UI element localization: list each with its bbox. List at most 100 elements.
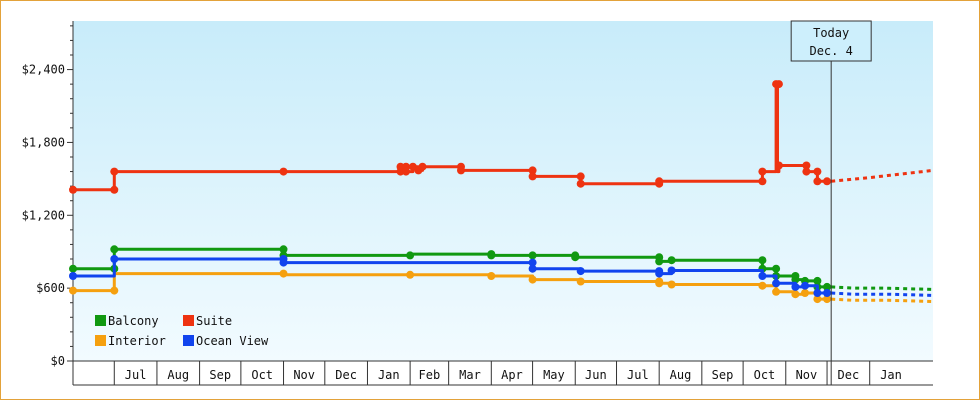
data-point-ocean-view — [823, 289, 831, 297]
series-forecast-suite — [831, 168, 934, 183]
data-point-suite — [396, 162, 405, 171]
series-forecast-ocean-view — [831, 291, 934, 297]
x-tick-label: Jun — [585, 368, 607, 382]
data-point-interior — [655, 279, 664, 288]
data-point-ocean-view — [667, 266, 676, 275]
data-point-suite — [576, 179, 585, 188]
data-point-ocean-view — [576, 267, 585, 276]
data-point-balcony — [823, 282, 831, 291]
data-point-suite — [758, 167, 767, 176]
y-tick-label: $1,200 — [22, 208, 65, 222]
x-tick-label: Oct — [251, 368, 273, 382]
x-tick-label: Jul — [627, 368, 649, 382]
data-point-suite — [758, 177, 767, 186]
y-tick-label: $1,800 — [22, 135, 65, 149]
x-tick-label: Feb — [419, 368, 441, 382]
data-point-ocean-view — [758, 272, 767, 280]
x-tick-label: Jan — [378, 368, 400, 382]
x-tick-label: Nov — [796, 368, 818, 382]
data-point-suite — [69, 185, 77, 194]
data-point-suite — [279, 167, 288, 176]
data-point-interior — [813, 295, 822, 304]
series-lines — [69, 80, 934, 304]
data-point-interior — [772, 287, 781, 296]
data-point-suite — [813, 167, 822, 176]
data-point-balcony — [772, 264, 781, 273]
data-point-interior — [487, 272, 496, 280]
data-point-balcony — [528, 251, 537, 260]
legend-swatch — [95, 335, 106, 346]
data-point-ocean-view — [813, 289, 822, 297]
data-point-interior — [576, 277, 585, 286]
data-point-ocean-view — [772, 279, 781, 288]
data-point-balcony — [758, 256, 767, 265]
data-point-ocean-view — [528, 258, 537, 267]
x-tick-label: May — [543, 368, 565, 382]
data-point-suite — [576, 172, 585, 181]
data-point-balcony — [791, 275, 800, 284]
data-point-suite — [802, 161, 811, 170]
today-marker: Today Dec. 4 — [790, 20, 872, 385]
data-point-ocean-view — [69, 272, 77, 280]
data-point-interior — [110, 286, 119, 295]
legend-swatch — [183, 315, 194, 326]
data-point-interior — [823, 295, 831, 304]
y-tick-label: $600 — [36, 281, 65, 295]
x-tick-label: Nov — [293, 368, 315, 382]
x-tick-label: Jan — [880, 368, 902, 382]
x-tick-label: Aug — [167, 368, 189, 382]
today-box — [790, 20, 872, 62]
data-point-suite — [110, 185, 119, 194]
legend-swatch — [95, 315, 106, 326]
x-tick-label: Jul — [125, 368, 147, 382]
data-point-ocean-view — [279, 258, 288, 267]
legend-label: Suite — [196, 314, 232, 328]
data-point-interior — [528, 275, 537, 284]
x-tick-label: Dec — [335, 368, 357, 382]
data-point-balcony — [406, 251, 415, 260]
data-point-balcony — [69, 264, 77, 273]
data-point-suite — [110, 167, 119, 176]
x-tick-label: Sep — [712, 368, 734, 382]
series-forecast-interior — [831, 297, 934, 303]
data-point-interior — [758, 281, 767, 290]
data-point-interior — [69, 286, 77, 295]
data-point-interior — [406, 270, 415, 279]
y-tick-label: $2,400 — [22, 63, 65, 77]
legend-label: Ocean View — [196, 334, 269, 348]
legend-label: Interior — [108, 334, 166, 348]
data-point-suite — [774, 161, 783, 170]
data-point-suite — [418, 162, 427, 171]
x-tick-label: Aug — [670, 368, 692, 382]
data-point-ocean-view — [110, 255, 119, 263]
x-tick-label: Sep — [209, 368, 231, 382]
data-point-suite — [528, 172, 537, 181]
data-point-suite — [823, 177, 831, 186]
data-point-suite — [802, 167, 811, 176]
legend-swatch — [183, 335, 194, 346]
data-point-interior — [801, 289, 809, 297]
y-tick-label: $0 — [51, 354, 65, 368]
data-point-suite — [402, 167, 410, 176]
data-point-interior — [791, 290, 800, 299]
today-date-label: Dec. 4 — [809, 44, 852, 58]
legend-label: Balcony — [108, 314, 159, 328]
x-axis: Jul Aug Sep Oct Nov Dec Jan Feb Mar Apr May Jun Jul A… — [73, 360, 933, 386]
y-axis: $0 $600 $1,200 $1,800 $2,400 — [22, 21, 74, 385]
data-point-ocean-view — [801, 281, 809, 290]
data-point-suite — [457, 166, 465, 175]
x-tick-label: Apr — [501, 368, 523, 382]
data-point-balcony — [487, 251, 496, 260]
data-point-suite — [813, 177, 822, 186]
series-forecast-balcony — [831, 285, 934, 291]
data-point-suite — [655, 177, 664, 186]
plot-background — [73, 21, 933, 361]
data-point-ocean-view — [528, 264, 537, 273]
today-label: Today — [813, 26, 849, 40]
data-point-balcony — [571, 253, 580, 262]
data-point-suite — [774, 80, 783, 89]
data-point-suite — [528, 166, 537, 175]
x-tick-label: Dec — [838, 368, 860, 382]
